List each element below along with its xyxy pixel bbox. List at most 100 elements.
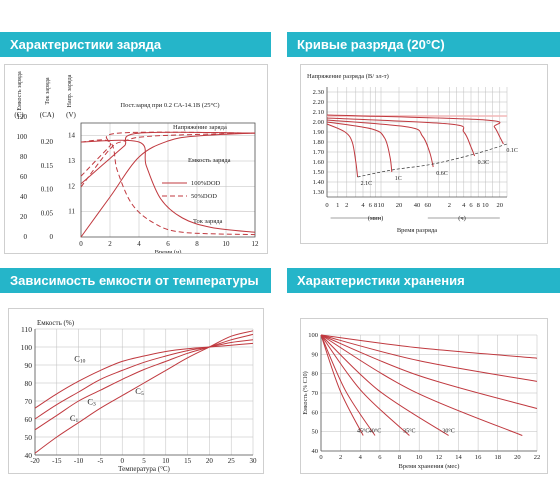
x-tick: 4 — [137, 240, 141, 248]
x-tick: 8 — [398, 454, 401, 461]
voltage-tick: 13 — [68, 157, 76, 165]
unit-min: (мин) — [368, 215, 383, 222]
current-curve — [80, 139, 256, 233]
current-tick: 0 — [50, 233, 54, 241]
y-tick: 80 — [312, 371, 319, 378]
series-label: 45°C — [357, 428, 369, 435]
y-tick: 2.00 — [313, 119, 324, 126]
voltage-tick: 12 — [68, 182, 76, 190]
current-curve — [80, 139, 256, 236]
series-label: C10 — [74, 353, 85, 364]
x-tick: 5 — [142, 457, 146, 465]
temperature-curve — [34, 330, 254, 454]
y-tick: 2.10 — [313, 109, 324, 116]
x-tick: 20 — [514, 454, 521, 461]
current-tick: 0.05 — [41, 209, 54, 217]
x-tick-min: 40 — [414, 202, 421, 209]
x-tick-min: 8 — [374, 202, 377, 209]
current-tick: 0.15 — [41, 162, 54, 170]
capacity-curve — [80, 132, 256, 188]
x-tick-h: 2 — [448, 202, 451, 209]
chart-title: Пост.заряд при 0.2 СА-14.1В (25°С) — [120, 102, 219, 109]
series-label: 0.6C — [436, 171, 448, 177]
y-axis-label: Емкость (% С10) — [302, 371, 309, 414]
x-tick: 4 — [359, 454, 363, 461]
temperature-curve — [34, 342, 254, 409]
current-tick: 0.10 — [41, 186, 54, 194]
y-tick: 2.20 — [313, 99, 324, 106]
capacity-tick: 120 — [17, 113, 28, 121]
y-tick: 50 — [312, 429, 319, 436]
col-label-voltage: Напр. заряда — [67, 74, 73, 107]
series-label: C3 — [87, 397, 96, 408]
discharge-curve — [326, 117, 476, 157]
x-tick-min: 6 — [369, 202, 373, 209]
panel-storage: 40 50 60 70 80 90 100 0 2 4 6 8 10 12 14 16 18 20 22 Емкост… — [300, 318, 548, 474]
y-axis-label: Напряжение разряда (В/ эл-т) — [307, 73, 389, 80]
y-tick: 40 — [312, 448, 319, 455]
x-tick: -10 — [74, 457, 84, 465]
x-tick-min: 60 — [425, 202, 432, 209]
x-tick-min: 2 — [345, 202, 348, 209]
y-tick: 60 — [25, 415, 33, 424]
storage-chart: 40 50 60 70 80 90 100 0 2 4 6 8 10 12 14 16 18 20 22 Емкост… — [302, 332, 540, 470]
x-tick: 6 — [378, 454, 382, 461]
legend-label: 50%DOD — [191, 193, 217, 200]
panel-charge: Емкость заряда Ток заряда Напр. заряда (C) (… — [4, 64, 268, 254]
unit-h: (ч) — [458, 215, 466, 222]
series-label: 0.3C — [478, 160, 490, 166]
y-tick: 1.40 — [313, 179, 324, 186]
discharge-chart: Напряжение разряда (В/ эл-т) 2.30 2.20 2.10… — [307, 73, 518, 234]
cutoff-line — [357, 143, 508, 178]
y-tick: 100 — [308, 332, 318, 339]
unit-current: (CA) — [40, 111, 55, 119]
storage-curve — [320, 334, 410, 436]
x-axis-label: Время (ч) — [155, 249, 182, 253]
unit-capacity: (C) — [14, 111, 24, 119]
y-tick: 90 — [25, 361, 33, 370]
capacity-tick: 20 — [20, 213, 28, 221]
x-tick: 12 — [252, 240, 260, 248]
y-tick: 1.60 — [313, 159, 324, 166]
x-tick: 6 — [166, 240, 170, 248]
x-tick-h: 10 — [482, 202, 489, 209]
storage-curve — [320, 334, 538, 382]
plot-frame — [80, 122, 256, 238]
y-tick: 1.80 — [313, 139, 324, 146]
discharge-curve — [326, 123, 359, 178]
x-tick: 18 — [494, 454, 501, 461]
y-tick: 1.90 — [313, 129, 324, 136]
x-tick-h: 6 — [469, 202, 473, 209]
x-tick-min: 20 — [396, 202, 403, 209]
x-tick: 15 — [184, 457, 192, 465]
storage-curve — [320, 334, 538, 409]
storage-curve — [320, 334, 538, 359]
x-tick-h: 20 — [497, 202, 504, 209]
panel-temperature: Емкость (%) 40 50 60 70 80 90 100 110 -20 -15 -10 -5… — [8, 308, 264, 474]
voltage-tick: 14 — [68, 132, 76, 140]
y-tick: 40 — [25, 451, 33, 460]
x-tick: 0 — [79, 240, 83, 248]
storage-curve — [320, 334, 449, 436]
y-tick: 50 — [25, 433, 33, 442]
series-label: 35°C — [403, 428, 415, 435]
x-tick: 30 — [250, 457, 258, 465]
header-discharge: Кривые разряда (20°C) — [287, 32, 560, 57]
temperature-curve — [34, 333, 254, 431]
x-axis-label: Время хранения (мес) — [399, 463, 460, 470]
x-tick: 10 — [162, 457, 170, 465]
x-tick-h: 4 — [462, 202, 466, 209]
x-tick: 25 — [228, 457, 236, 465]
y-tick: 2.30 — [313, 89, 324, 96]
legend-label: 100%DOD — [191, 180, 221, 187]
x-axis-label: Время разряда — [397, 227, 437, 234]
capacity-tick: 0 — [24, 233, 28, 241]
capacity-tick: 40 — [20, 193, 28, 201]
storage-curve — [320, 334, 364, 436]
y-tick: 1.50 — [313, 169, 324, 176]
x-axis-label: Температура (°C) — [118, 465, 170, 473]
x-tick: 0 — [319, 454, 322, 461]
voltage-tick: 11 — [68, 208, 75, 216]
header-charge: Характеристики заряда — [0, 32, 271, 57]
